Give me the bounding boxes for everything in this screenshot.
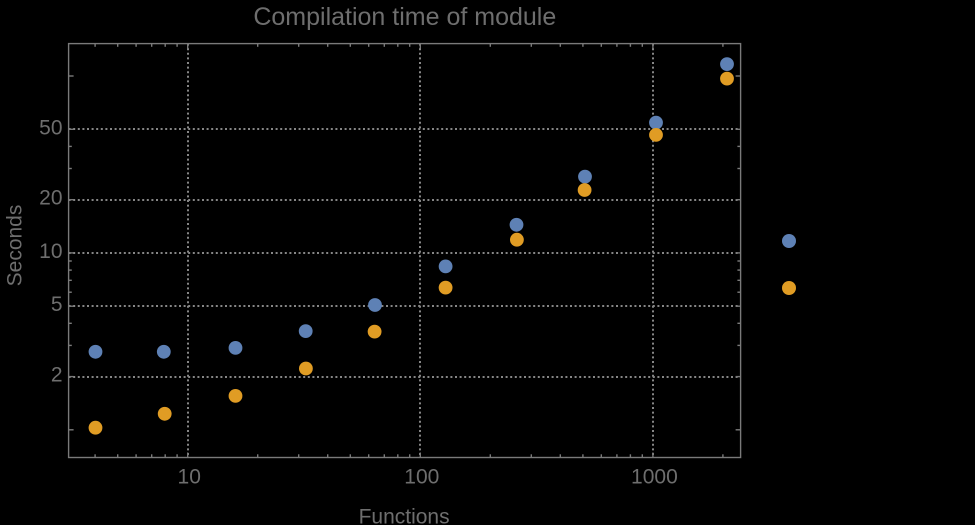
svg-text:5: 5: [51, 293, 63, 316]
svg-text:2: 2: [51, 364, 63, 387]
svg-text:10: 10: [39, 240, 62, 263]
svg-text:1000: 1000: [631, 465, 678, 488]
svg-text:Compilation time of module: Compilation time of module: [253, 3, 556, 31]
svg-text:Functions: Functions: [359, 506, 450, 525]
svg-text:20: 20: [39, 187, 62, 210]
svg-text:Seconds: Seconds: [4, 205, 27, 287]
svg-text:50: 50: [39, 116, 62, 139]
svg-text:10: 10: [178, 465, 201, 488]
svg-text:100: 100: [404, 465, 439, 488]
